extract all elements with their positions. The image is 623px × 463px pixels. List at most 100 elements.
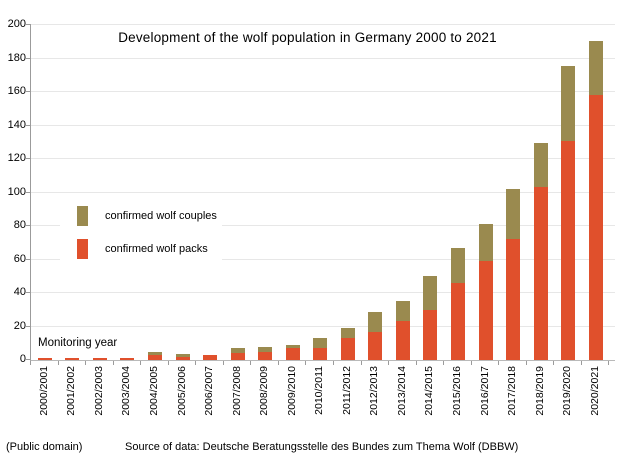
bar-segment-couples	[285, 345, 300, 348]
x-axis-label: 2004/2005	[147, 366, 160, 416]
y-axis-tick	[26, 359, 30, 360]
x-axis-tick	[195, 361, 196, 365]
x-axis-label: 2013/2014	[395, 366, 408, 416]
license-note: (Public domain)	[6, 441, 83, 453]
y-axis-tick	[26, 158, 30, 159]
x-axis-label: 2011/2012	[340, 366, 353, 415]
x-axis-title: Monitoring year	[38, 337, 118, 349]
bar-group	[37, 24, 52, 360]
packs-color-swatch	[77, 239, 88, 259]
legend-item-packs: confirmed wolf packs	[77, 239, 208, 259]
bar-segment-couples	[368, 312, 383, 332]
x-axis-tick	[140, 361, 141, 365]
y-axis-label: 100	[7, 185, 26, 198]
bar-segment-couples	[258, 347, 273, 352]
x-axis-tick	[223, 361, 224, 365]
bar-segment-packs	[561, 141, 576, 360]
y-axis-tick	[26, 325, 30, 327]
y-axis-label: 40	[13, 286, 26, 298]
bar-segment-packs	[506, 239, 521, 360]
x-axis-tick	[278, 361, 279, 365]
legend: confirmed wolf couples confirmed wolf pa…	[60, 198, 222, 268]
gridline	[31, 191, 615, 193]
bar-group	[340, 24, 355, 360]
x-axis-tick	[30, 361, 31, 365]
legend-label-couples: confirmed wolf couples	[105, 210, 217, 222]
x-axis-tick	[526, 361, 527, 365]
x-axis-label: 2001/2002	[65, 366, 78, 416]
x-axis-tick	[471, 361, 472, 365]
y-axis-label: 20	[13, 319, 26, 332]
bar-segment-packs	[533, 187, 548, 360]
x-axis-label: 2002/2003	[92, 366, 105, 416]
y-axis-label: 160	[7, 85, 26, 97]
bar-group	[203, 24, 218, 360]
bar-group	[423, 24, 438, 360]
bar-group	[533, 24, 548, 360]
y-axis-tick	[26, 292, 30, 293]
y-axis-label: 200	[7, 18, 26, 30]
bar-segment-couples	[506, 189, 521, 239]
bar-segment-couples	[175, 354, 190, 357]
y-axis-label: 140	[7, 118, 26, 131]
bar-group	[395, 24, 410, 360]
bar-segment-packs	[258, 352, 273, 360]
bar-group	[450, 24, 465, 360]
bar-segment-packs	[37, 358, 52, 360]
gridline	[31, 158, 615, 159]
x-axis-tick	[250, 361, 251, 365]
y-axis-label: 120	[7, 152, 26, 164]
bar-group	[313, 24, 328, 360]
bar-segment-packs	[203, 355, 218, 360]
bar-segment-packs	[92, 358, 107, 360]
bar-group	[478, 24, 493, 360]
x-axis-label: 2019/2020	[561, 366, 574, 416]
y-axis-label: 80	[13, 219, 26, 231]
gridline	[31, 225, 615, 226]
bar-segment-couples	[561, 66, 576, 141]
bar-segment-packs	[313, 348, 328, 360]
bar-group	[258, 24, 273, 360]
bar-segment-couples	[340, 328, 355, 338]
bar-segment-packs	[120, 358, 135, 360]
x-axis-label: 2005/2006	[175, 366, 188, 416]
bar-group	[506, 24, 521, 360]
y-axis-tick	[26, 124, 30, 126]
bar-group	[588, 24, 603, 360]
y-axis-tick	[26, 225, 30, 226]
bar-segment-packs	[588, 95, 603, 360]
x-axis-tick	[388, 361, 389, 365]
x-axis-label: 2017/2018	[506, 366, 519, 416]
data-source-note: Source of data: Deutsche Beratungsstelle…	[125, 441, 519, 453]
gridline	[31, 124, 615, 126]
gridline	[31, 91, 615, 92]
bar-group	[92, 24, 107, 360]
x-axis-tick	[113, 361, 114, 365]
bar-segment-couples	[230, 348, 245, 353]
bar-segment-couples	[588, 41, 603, 95]
x-axis-label: 2010/2011	[313, 366, 326, 415]
gridline	[31, 258, 615, 260]
x-axis-label: 2015/2016	[450, 366, 463, 416]
gridline	[31, 325, 615, 327]
gridline	[31, 57, 615, 59]
x-axis-tick	[581, 361, 582, 365]
bar-segment-packs	[368, 332, 383, 360]
bar-segment-packs	[65, 358, 80, 360]
gridline	[31, 24, 615, 25]
x-axis-tick	[85, 361, 86, 365]
bar-group	[230, 24, 245, 360]
x-axis-tick	[58, 361, 59, 365]
x-axis-label: 2000/2001	[37, 366, 50, 416]
y-axis-tick	[26, 191, 30, 193]
y-axis-tick	[26, 24, 30, 25]
bar-segment-couples	[533, 143, 548, 187]
x-axis-label: 2008/2009	[258, 366, 271, 416]
bar-group	[175, 24, 190, 360]
bar-group	[285, 24, 300, 360]
couples-color-swatch	[77, 206, 88, 226]
bar-segment-packs	[395, 321, 410, 360]
x-axis-label: 2003/2004	[120, 366, 133, 416]
bar-segment-couples	[395, 301, 410, 321]
